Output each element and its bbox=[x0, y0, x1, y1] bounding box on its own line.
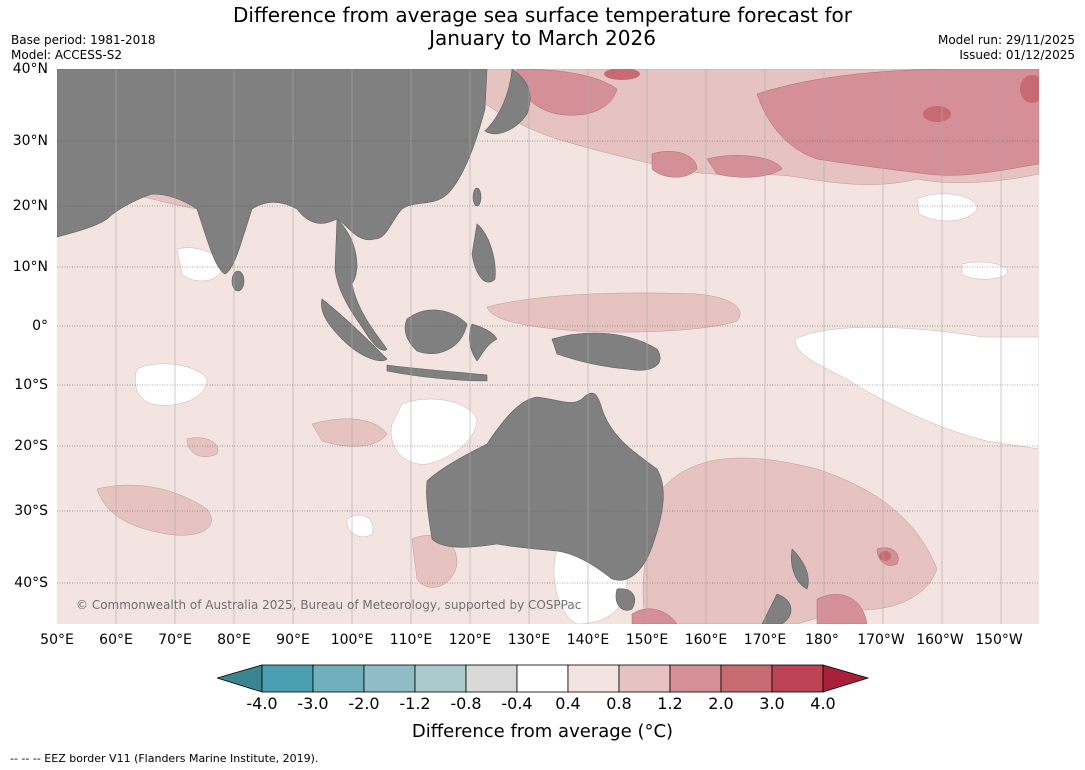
colorbar-segment bbox=[618, 664, 671, 693]
meta-right: Model run: 29/11/2025 Issued: 01/12/2025 bbox=[938, 33, 1075, 63]
lon-label: 150°E bbox=[625, 632, 669, 648]
lon-label: 80°E bbox=[217, 632, 251, 648]
colorbar-segment bbox=[669, 664, 722, 693]
colorbar-segment bbox=[363, 664, 416, 693]
colorbar-tick: -3.0 bbox=[297, 694, 329, 713]
sst-anomaly-map bbox=[57, 69, 1039, 624]
eez-footnote: -- -- -- EEZ border V11 (Flanders Marine… bbox=[10, 752, 319, 765]
lon-label: 90°E bbox=[276, 632, 310, 648]
lon-label: 140°E bbox=[566, 632, 610, 648]
lat-label: 10°S bbox=[14, 377, 48, 393]
colorbar-segment bbox=[312, 664, 365, 693]
lon-label: 150°W bbox=[975, 632, 1023, 648]
land bbox=[57, 69, 809, 624]
colorbar-tick: 1.2 bbox=[657, 694, 683, 713]
lon-label: 170°W bbox=[857, 632, 905, 648]
very-warm-patches bbox=[604, 69, 1039, 561]
lon-label: 170°E bbox=[743, 632, 787, 648]
colorbar-tick: 4.0 bbox=[810, 694, 836, 713]
colorbar-tick: 3.0 bbox=[759, 694, 785, 713]
colorbar-segment bbox=[771, 664, 824, 693]
colorbar-extend-high bbox=[822, 664, 869, 693]
colorbar bbox=[217, 664, 869, 693]
lon-label: 180° bbox=[805, 632, 839, 648]
lat-label: 30°N bbox=[12, 133, 48, 149]
colorbar-tick: 0.4 bbox=[555, 694, 581, 713]
colorbar-tick: -0.4 bbox=[501, 694, 533, 713]
lat-label: 40°S bbox=[14, 575, 48, 591]
lat-label: 20°S bbox=[14, 438, 48, 454]
lon-label: 160°W bbox=[916, 632, 964, 648]
lat-label: 30°S bbox=[14, 503, 48, 519]
graticule bbox=[57, 140, 1039, 584]
lon-label: 110°E bbox=[389, 632, 433, 648]
colorbar-segment bbox=[567, 664, 620, 693]
colorbar-segment bbox=[516, 664, 569, 693]
colorbar-extend-low bbox=[217, 664, 263, 693]
lat-label: 40°N bbox=[12, 61, 48, 77]
lon-label: 120°E bbox=[448, 632, 492, 648]
copyright-notice: © Commonwealth of Australia 2025, Bureau… bbox=[76, 598, 582, 612]
lat-label: 0° bbox=[32, 318, 48, 334]
strong-warm-regions bbox=[516, 69, 1039, 624]
title-line-2: January to March 2026 bbox=[429, 26, 656, 50]
meta-left: Base period: 1981-2018 Model: ACCESS-S2 bbox=[11, 33, 156, 63]
title-line-1: Difference from average sea surface temp… bbox=[232, 3, 852, 27]
model-name: Model: ACCESS-S2 bbox=[11, 48, 123, 62]
colorbar-segment bbox=[465, 664, 518, 693]
colorbar-segments bbox=[261, 664, 824, 693]
colorbar-segment bbox=[414, 664, 467, 693]
lon-label: 70°E bbox=[158, 632, 192, 648]
lat-label: 10°N bbox=[12, 259, 48, 275]
colorbar-label: Difference from average (°C) bbox=[411, 721, 674, 742]
lat-label: 20°N bbox=[12, 198, 48, 214]
map-title: Difference from average sea surface temp… bbox=[0, 4, 1085, 50]
lon-label: 60°E bbox=[99, 632, 133, 648]
lon-label: 160°E bbox=[684, 632, 728, 648]
colorbar-segment bbox=[261, 664, 314, 693]
colorbar-tick: -2.0 bbox=[348, 694, 380, 713]
issued-date: Issued: 01/12/2025 bbox=[959, 48, 1075, 62]
lon-label: 130°E bbox=[507, 632, 551, 648]
lon-label: 100°E bbox=[330, 632, 374, 648]
colorbar-tick: 2.0 bbox=[708, 694, 734, 713]
colorbar-tick: -0.8 bbox=[450, 694, 482, 713]
lon-label: 50°E bbox=[40, 632, 74, 648]
colorbar-tick: -4.0 bbox=[246, 694, 278, 713]
colorbar-segment bbox=[720, 664, 773, 693]
base-period: Base period: 1981-2018 bbox=[11, 33, 156, 47]
colorbar-tick: -1.2 bbox=[399, 694, 431, 713]
model-run: Model run: 29/11/2025 bbox=[937, 33, 1075, 47]
colorbar-tick: 0.8 bbox=[606, 694, 632, 713]
meridians bbox=[115, 69, 1002, 624]
